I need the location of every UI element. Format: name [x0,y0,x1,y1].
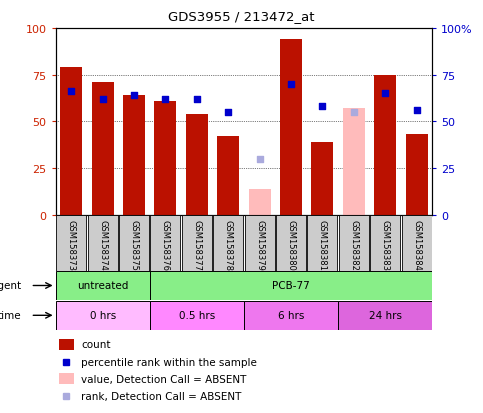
Text: GSM158383: GSM158383 [381,220,390,271]
Bar [92,83,114,215]
Bar [374,76,396,215]
Text: GSM158380: GSM158380 [286,220,296,271]
Bar [56,271,150,300]
Bar [56,301,150,330]
Point [412,107,420,114]
Bar [406,135,427,215]
Text: GSM158379: GSM158379 [255,220,264,271]
Text: rank, Detection Call = ABSENT: rank, Detection Call = ABSENT [81,392,242,401]
Bar [123,96,145,215]
Bar [249,189,270,215]
Bar [244,215,275,271]
Text: GSM158384: GSM158384 [412,220,421,271]
Bar [56,215,86,271]
Bar [280,40,302,215]
Bar [60,68,82,215]
Bar [213,215,243,271]
Text: GSM158376: GSM158376 [161,220,170,271]
Text: 0 hrs: 0 hrs [89,311,116,320]
Text: agent: agent [0,281,21,291]
Text: GSM158377: GSM158377 [192,220,201,271]
Text: time: time [0,311,21,320]
Point [382,91,389,97]
Bar [339,215,369,271]
Point [68,89,75,95]
Bar [87,215,118,271]
Bar [150,271,432,300]
Text: GSM158381: GSM158381 [318,220,327,271]
Text: GSM158378: GSM158378 [224,220,233,271]
Point [193,96,201,103]
Bar [370,215,400,271]
Bar [186,114,208,215]
Bar [307,215,338,271]
Text: value, Detection Call = ABSENT: value, Detection Call = ABSENT [81,374,246,384]
Text: GSM158373: GSM158373 [67,220,76,271]
Text: untreated: untreated [77,281,128,291]
Bar [150,301,244,330]
Point [256,156,264,163]
Bar [343,109,365,215]
Text: GSM158382: GSM158382 [349,220,358,271]
Bar [155,102,176,215]
Bar [312,142,333,215]
Text: count: count [81,339,111,349]
Text: percentile rank within the sample: percentile rank within the sample [81,357,257,367]
Bar [401,215,432,271]
Text: 6 hrs: 6 hrs [278,311,304,320]
Point [319,104,327,110]
Bar [59,373,73,385]
Bar [59,339,73,350]
Point [161,96,170,103]
Point [287,81,295,88]
Bar [182,215,212,271]
Text: PCB-77: PCB-77 [272,281,310,291]
Text: GDS3955 / 213472_at: GDS3955 / 213472_at [168,10,315,23]
Bar [119,215,149,271]
Point [130,93,138,99]
Point [99,96,107,103]
Point [224,109,232,116]
Text: 0.5 hrs: 0.5 hrs [179,311,215,320]
Bar [276,215,306,271]
Bar [150,215,181,271]
Text: GSM158375: GSM158375 [129,220,139,271]
Bar [244,301,338,330]
Bar [338,301,432,330]
Text: 24 hrs: 24 hrs [369,311,402,320]
Point [350,109,357,116]
Text: GSM158374: GSM158374 [98,220,107,271]
Bar [217,137,239,215]
